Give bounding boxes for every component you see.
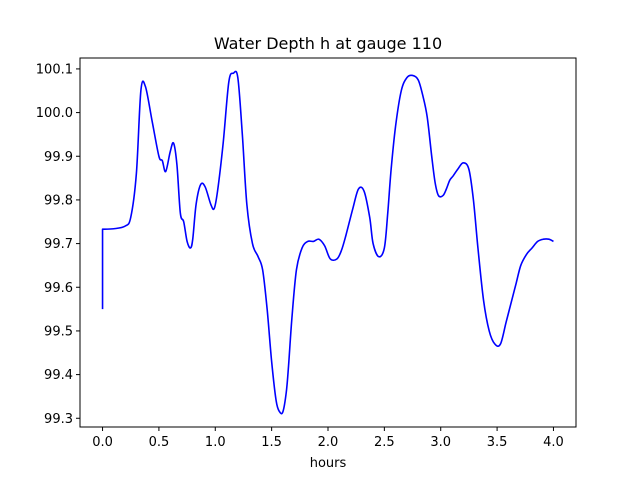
x-tick-label: 2.0 — [318, 435, 339, 450]
y-tick-label: 99.5 — [44, 324, 73, 339]
y-tick-label: 99.7 — [44, 237, 73, 252]
x-tick-label: 1.5 — [261, 435, 282, 450]
y-tick-label: 100.0 — [36, 106, 73, 121]
plot-area — [79, 57, 577, 428]
y-tick-label: 99.4 — [44, 368, 73, 383]
y-tick-label: 99.8 — [44, 193, 73, 208]
x-axis: 0.0 0.5 1.0 1.5 2.0 2.5 3.0 3.5 4.0 — [92, 427, 564, 450]
plot-frame — [79, 57, 577, 428]
x-tick-label: 1.0 — [205, 435, 226, 450]
x-tick-label: 2.5 — [374, 435, 395, 450]
x-tick-label: 3.0 — [430, 435, 451, 450]
y-axis: 99.3 99.4 99.5 99.6 99.7 99.8 99.9 100.0 100.1 — [36, 62, 80, 427]
y-tick-label: 99.3 — [44, 412, 73, 427]
chart-title: Water Depth h at gauge 110 — [214, 34, 442, 53]
x-tick-label: 3.5 — [487, 435, 508, 450]
x-tick-label: 0.5 — [149, 435, 170, 450]
series-line — [101, 70, 554, 415]
y-tick-label: 99.6 — [44, 281, 73, 296]
x-tick-label: 4.0 — [543, 435, 564, 450]
y-tick-label: 100.1 — [36, 62, 73, 77]
x-tick-label: 0.0 — [92, 435, 113, 450]
y-tick-label: 99.9 — [44, 150, 73, 165]
x-axis-label: hours — [310, 456, 347, 471]
